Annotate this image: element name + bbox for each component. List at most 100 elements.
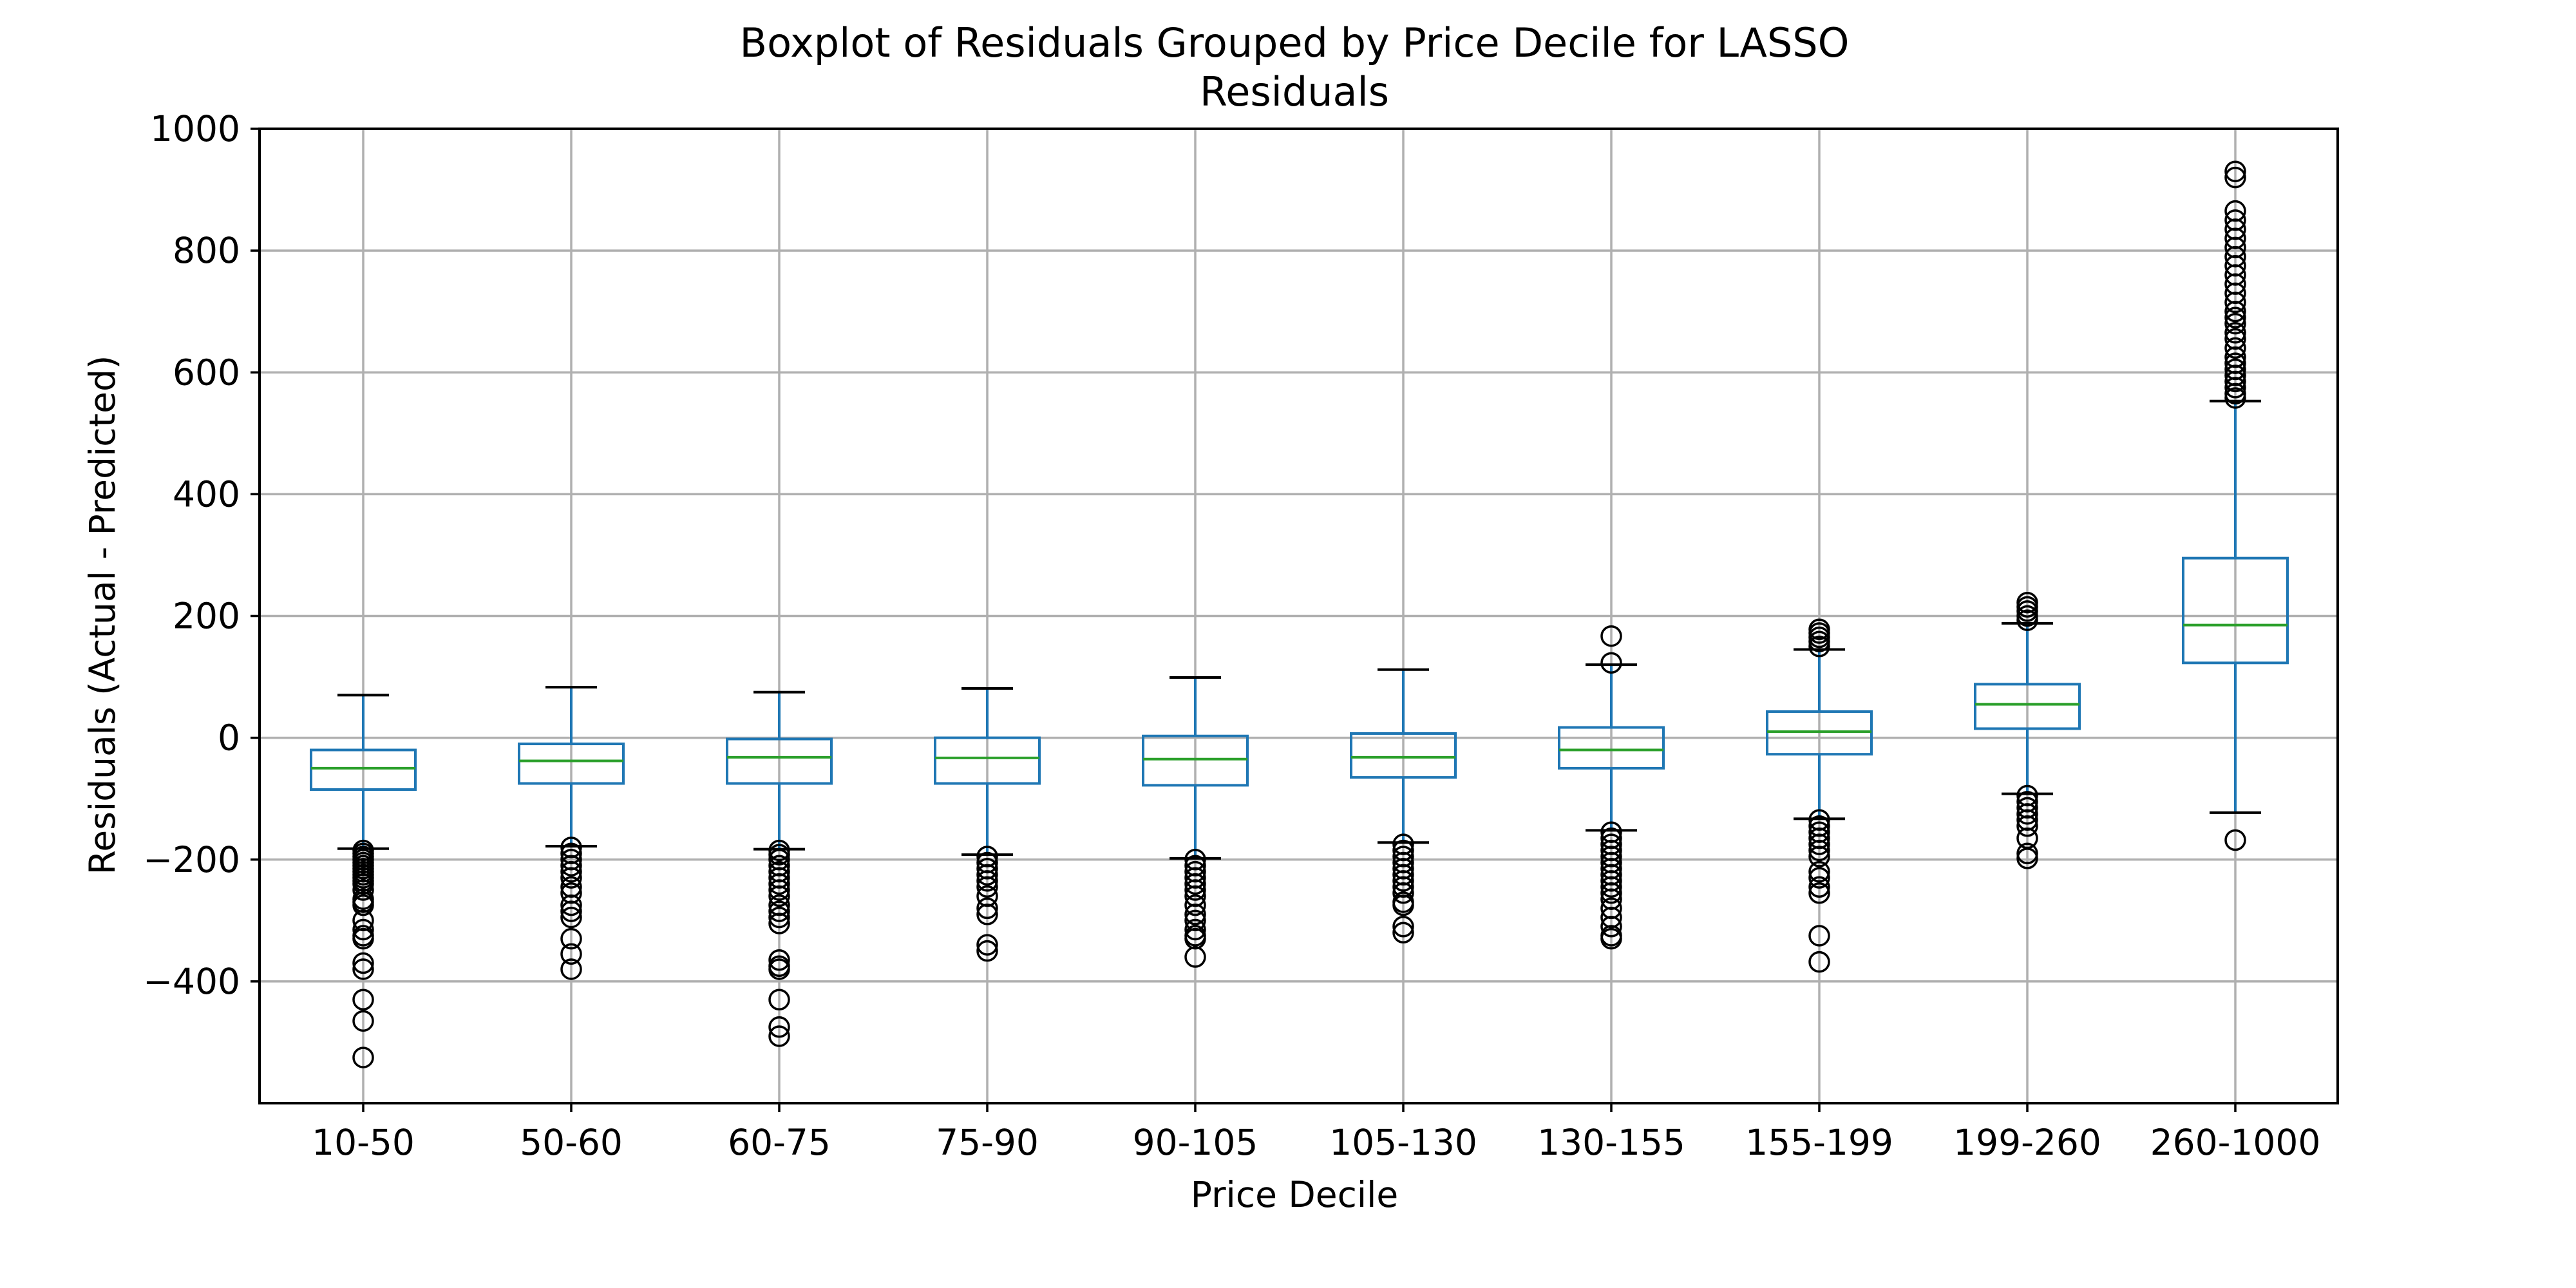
outlier-point — [2016, 605, 2038, 627]
box-group — [1142, 676, 1249, 968]
outlier-point — [2224, 160, 2246, 182]
outlier-point — [1808, 860, 1830, 883]
outlier-point — [768, 958, 790, 980]
outlier-point — [768, 906, 790, 929]
outlier-point — [1184, 918, 1206, 941]
x-tick-label: 260-1000 — [2150, 1122, 2321, 1163]
outlier-point — [1600, 916, 1622, 938]
box-group — [518, 686, 625, 980]
x-tick-label: 199-260 — [1953, 1122, 2101, 1163]
outlier-point — [352, 927, 374, 950]
outlier-point — [1808, 925, 1830, 947]
outlier-point — [1184, 894, 1206, 916]
outlier-point — [352, 1010, 374, 1032]
iqr-box — [310, 748, 417, 791]
outlier-point — [976, 904, 998, 925]
outlier-point — [560, 900, 582, 922]
outlier-point — [1808, 618, 1830, 641]
x-tick-label: 90-105 — [1133, 1122, 1258, 1163]
x-tick-label: 130-155 — [1537, 1122, 1685, 1163]
y-tick-label: −400 — [143, 961, 240, 1002]
outlier-point — [768, 1016, 790, 1038]
axis-ticks: −400 −200 0 200 400 600 800 1000 10-50 50-60 60-75… — [143, 108, 2320, 1163]
outlier-point — [1808, 867, 1830, 889]
outlier-point — [1808, 876, 1830, 898]
chart-title-line-2: Residuals — [1200, 68, 1389, 115]
outlier-point — [976, 876, 998, 898]
x-tick-label: 155-199 — [1745, 1122, 1893, 1163]
iqr-box — [1350, 732, 1457, 779]
box-group — [1766, 618, 1873, 973]
outlier-point — [2224, 322, 2246, 344]
outlier-point — [560, 927, 582, 950]
outlier-point — [2016, 803, 2038, 825]
outlier-point — [976, 934, 998, 956]
outlier-point — [2224, 328, 2246, 350]
outlier-point — [976, 864, 998, 886]
outlier-point — [1392, 922, 1414, 943]
outlier-point — [1184, 904, 1206, 925]
outlier-point — [1600, 652, 1622, 674]
y-axis-label: Residuals (Actual - Predicted) — [82, 355, 123, 875]
outlier-point — [768, 913, 790, 934]
outlier-point — [2016, 591, 2038, 614]
outlier-point — [352, 958, 374, 980]
outlier-point — [1808, 846, 1830, 867]
outlier-point — [2224, 358, 2246, 381]
outlier-point — [352, 989, 374, 1010]
iqr-box — [518, 743, 625, 785]
iqr-box — [1558, 726, 1665, 770]
outlier-point — [1808, 833, 1830, 855]
outlier-point — [1184, 946, 1206, 968]
outlier-point — [1184, 873, 1206, 895]
chart-title-line-1: Boxplot of Residuals Grouped by Price De… — [740, 19, 1850, 66]
outlier-point — [352, 1046, 374, 1068]
outlier-point — [352, 879, 374, 901]
box-group — [1350, 668, 1457, 943]
y-tick-label: 800 — [173, 230, 240, 271]
outlier-point — [1600, 625, 1622, 647]
y-tick-label: 1000 — [150, 108, 240, 149]
outlier-point — [1600, 927, 1622, 950]
outlier-point — [352, 918, 374, 941]
outlier-point — [560, 860, 582, 883]
x-tick-label: 10-50 — [312, 1122, 415, 1163]
outlier-point — [2224, 352, 2246, 374]
outlier-point — [560, 855, 582, 876]
outlier-point — [560, 894, 582, 916]
outlier-point — [1808, 839, 1830, 862]
outlier-point — [2224, 829, 2246, 851]
outlier-point — [768, 885, 790, 907]
iqr-box — [1142, 734, 1249, 787]
outlier-point — [560, 906, 582, 929]
y-tick-label: 0 — [218, 717, 240, 759]
outlier-point — [768, 873, 790, 895]
outlier-point — [2224, 307, 2246, 328]
y-tick-label: 200 — [173, 596, 240, 637]
outlier-point — [768, 844, 790, 866]
outlier-point — [976, 870, 998, 892]
x-tick-label: 105-130 — [1329, 1122, 1477, 1163]
y-tick-label: 400 — [173, 473, 240, 515]
outlier-point — [352, 894, 374, 916]
outlier-point — [1600, 876, 1622, 898]
outlier-point — [2016, 815, 2038, 837]
outlier-point — [768, 989, 790, 1010]
grid-lines — [260, 128, 2338, 1103]
x-tick-label: 60-75 — [728, 1122, 831, 1163]
outlier-point — [560, 867, 582, 889]
outlier-point — [352, 952, 374, 974]
outlier-point — [2224, 200, 2246, 222]
iqr-box — [726, 737, 833, 785]
box-group — [2182, 160, 2289, 851]
outlier-point — [1808, 882, 1830, 904]
box-plots — [310, 160, 2289, 1068]
outlier-point — [976, 940, 998, 962]
x-axis-label: Price Decile — [1191, 1174, 1398, 1215]
outlier-point — [768, 1025, 790, 1047]
x-tick-label: 50-60 — [520, 1122, 623, 1163]
outlier-point — [1808, 636, 1830, 658]
y-tick-label: 600 — [173, 352, 240, 393]
outlier-point — [2224, 337, 2246, 359]
outlier-point — [2224, 166, 2246, 189]
